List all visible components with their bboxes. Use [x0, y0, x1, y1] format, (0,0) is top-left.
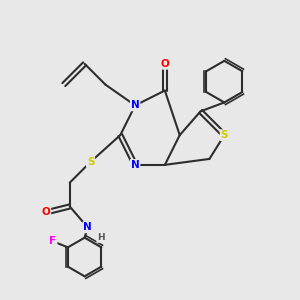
Text: N: N: [131, 100, 140, 110]
Text: N: N: [131, 160, 140, 170]
Text: S: S: [87, 157, 94, 167]
Text: N: N: [83, 222, 92, 232]
Text: O: O: [42, 207, 50, 218]
Text: S: S: [220, 130, 228, 140]
Text: O: O: [160, 59, 169, 69]
Text: F: F: [50, 236, 57, 246]
Text: H: H: [97, 233, 105, 242]
